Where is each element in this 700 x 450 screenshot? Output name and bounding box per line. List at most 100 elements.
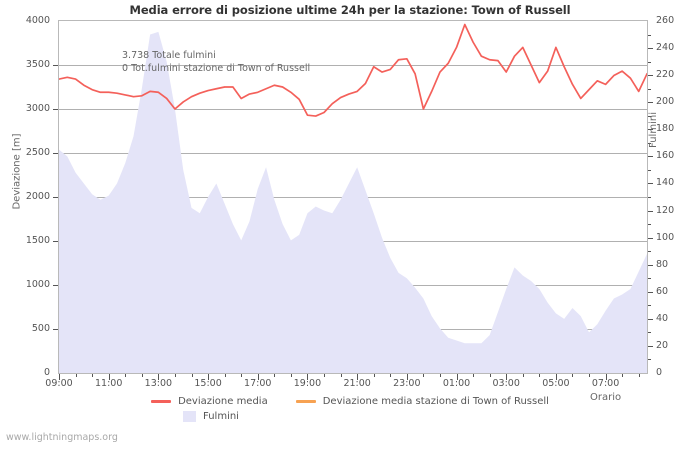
x-axis-tick — [341, 374, 342, 377]
x-axis-tick — [59, 374, 60, 380]
page-title: Media errore di posizione ultime 24h per… — [129, 3, 571, 17]
y-axis-left-title: Deviazione [m] — [11, 133, 23, 210]
y-axis-right-tick-label: 80 — [656, 258, 669, 270]
plot-svg — [59, 23, 647, 373]
y-axis-right-tick-label: 0 — [656, 367, 663, 378]
y-axis-right-tick-label: 120 — [656, 204, 675, 216]
y-axis-right-tick-label: 220 — [656, 69, 675, 81]
legend-row-secondary: Fulmini — [0, 409, 700, 424]
fulmini-area-series — [59, 31, 647, 373]
y-axis-right-tick — [648, 278, 651, 279]
x-axis-tick — [307, 374, 308, 380]
y-axis-left-tick-label: 3500 — [25, 59, 50, 70]
x-axis-tick — [639, 374, 640, 377]
x-axis-tick — [324, 374, 325, 377]
x-axis-tick-label: 01:00 — [442, 378, 471, 389]
x-axis-tick — [158, 374, 159, 380]
x-axis-tick — [225, 374, 226, 377]
y-axis-right-tick — [648, 359, 651, 360]
chart-legend: Deviazione media Deviazione media stazio… — [0, 394, 700, 424]
x-axis-tick — [109, 374, 110, 380]
legend-area-swatch-icon — [183, 411, 196, 422]
x-axis-tick-label: 03:00 — [492, 378, 520, 389]
x-axis-tick-label: 13:00 — [144, 378, 173, 389]
y-axis-right-tick-label: 160 — [656, 150, 675, 162]
legend-item-deviazione-media-stazione[interactable]: Deviazione media stazione di Town of Rus… — [295, 396, 549, 407]
x-axis-tick-label: 09:00 — [45, 378, 73, 389]
y-axis-right-tick — [648, 265, 653, 266]
y-axis-right-tick-label: 60 — [656, 285, 669, 297]
x-axis-tick — [556, 374, 557, 380]
y-axis-right-tick — [648, 35, 651, 36]
y-axis-right-tick — [648, 197, 651, 198]
x-axis-tick — [423, 374, 424, 377]
y-axis-right-tick — [648, 238, 653, 239]
y-axis-left-tick — [53, 153, 58, 154]
y-axis-left-tick-label: 1500 — [25, 235, 50, 246]
x-axis-tick — [523, 374, 524, 377]
x-axis-tick — [490, 374, 491, 377]
y-axis-right-tick — [648, 305, 651, 306]
watermark: www.lightningmaps.org — [6, 432, 118, 443]
x-axis-tick — [92, 374, 93, 377]
y-axis-right-tick — [648, 75, 653, 76]
y-axis-right-title: Fulmini — [648, 112, 659, 148]
y-axis-right-tick-label: 40 — [656, 312, 669, 324]
legend-row-primary: Deviazione media Deviazione media stazio… — [0, 394, 700, 409]
y-axis-left-tick-label: 2500 — [25, 147, 50, 158]
y-axis-right-tick — [648, 183, 653, 184]
x-axis-tick — [473, 374, 474, 377]
y-axis-right-tick-label: 200 — [656, 96, 675, 108]
legend-label: Fulmini — [203, 411, 239, 422]
x-axis-tick — [208, 374, 209, 380]
x-axis-tick-label: 17:00 — [244, 378, 272, 389]
x-axis-tick — [457, 374, 458, 380]
y-axis-right-tick — [648, 224, 651, 225]
x-axis-tick — [390, 374, 391, 377]
x-axis-tick — [440, 374, 441, 377]
y-axis-right-tick — [648, 156, 653, 157]
x-axis-tick — [76, 374, 77, 377]
x-axis-tick — [125, 374, 126, 377]
x-axis-title: Orario — [590, 392, 622, 403]
x-axis-tick — [506, 374, 507, 380]
y-axis-left-tick-label: 0 — [43, 367, 50, 378]
y-axis-right-tick — [648, 170, 651, 171]
y-axis-right-tick-label: 180 — [656, 123, 675, 135]
legend-item-deviazione-media[interactable]: Deviazione media — [151, 396, 268, 407]
y-axis-left-tick — [53, 197, 58, 198]
y-axis-right-tick-label: 20 — [656, 339, 669, 351]
x-axis-tick — [175, 374, 176, 377]
x-axis-tick — [142, 374, 143, 377]
y-axis-right-tick — [648, 102, 653, 103]
y-axis-right-tick — [648, 346, 653, 347]
x-axis-tick-label: 11:00 — [94, 378, 123, 389]
x-axis-tick — [357, 374, 358, 380]
y-axis-left-tick — [53, 109, 58, 110]
y-axis-right-tick — [648, 48, 653, 49]
x-axis-tick — [606, 374, 607, 380]
y-axis-right-tick — [648, 89, 651, 90]
y-axis-left-tick-label: 500 — [31, 323, 50, 334]
x-axis-tick-label: 15:00 — [194, 378, 222, 389]
y-axis-right-tick — [648, 116, 651, 117]
y-axis-left-tick — [53, 285, 58, 286]
x-axis-tick — [258, 374, 259, 380]
y-axis-right-tick — [648, 129, 653, 130]
x-axis-tick-label: 19:00 — [293, 378, 322, 389]
legend-line-swatch-icon — [295, 400, 316, 403]
x-axis-tick-label: 07:00 — [591, 378, 620, 389]
legend-line-swatch-icon — [151, 400, 172, 403]
annotation-station-lightning: 0 Tot.fulmini stazione di Town of Russel… — [122, 63, 311, 74]
legend-item-fulmini[interactable]: Fulmini — [183, 411, 239, 422]
x-axis-tick-label: 23:00 — [393, 378, 421, 389]
deviazione-media-line-series — [59, 23, 647, 117]
y-axis-right-tick — [648, 143, 651, 144]
y-axis-right-tick — [648, 251, 651, 252]
y-axis-left-tick — [53, 329, 58, 330]
x-axis-tick — [274, 374, 275, 377]
y-axis-right-tick — [648, 211, 653, 212]
y-axis-left-tick-label: 1000 — [25, 279, 50, 290]
y-axis-left-tick-label: 4000 — [25, 15, 50, 26]
